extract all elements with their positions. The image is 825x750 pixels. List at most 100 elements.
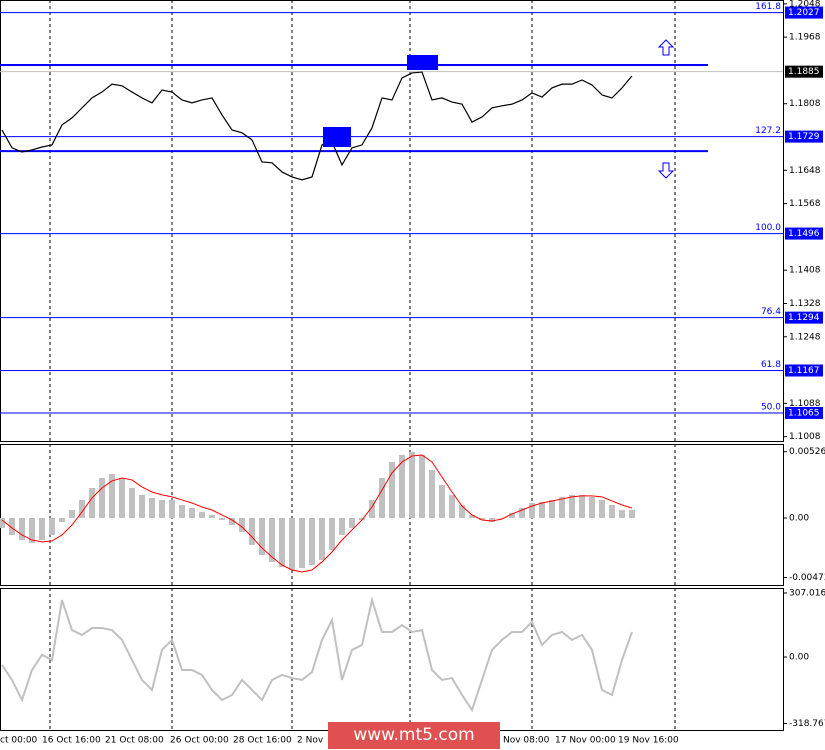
macd-bar	[59, 517, 65, 522]
macd-bar	[549, 499, 555, 518]
macd-bar	[589, 496, 595, 518]
macd-bar	[419, 454, 425, 518]
series-line	[1, 596, 633, 713]
x-tick-label: 2 Nov	[297, 736, 324, 746]
arrow-down	[657, 162, 675, 179]
x-tick-label: 21 Oct 08:00	[105, 736, 164, 746]
x-tick-label: 26 Oct 00:00	[170, 736, 229, 746]
macd-bar	[179, 504, 185, 518]
macd-bar	[169, 499, 175, 518]
price-panel	[0, 0, 784, 442]
macd-bar	[239, 517, 245, 532]
y-tick-label: -318.767	[789, 719, 825, 729]
level-price: 1.1729	[788, 132, 820, 142]
macd-bar	[439, 484, 445, 518]
macd-panel	[0, 444, 784, 586]
fib-level-label: 127.2	[755, 126, 781, 136]
macd-bar	[369, 499, 375, 518]
macd-bar	[229, 517, 235, 526]
y-tick-label: 0.00	[789, 513, 809, 523]
y-tick-label: 1.1088	[789, 399, 821, 409]
macd-bar	[139, 494, 145, 518]
level-price-box	[785, 311, 823, 324]
macd-bar	[279, 517, 285, 567]
macd-bar	[249, 517, 255, 545]
y-tick-label: 0.00	[789, 653, 809, 663]
macd-bar	[99, 478, 105, 518]
y-tick-label: 1.1568	[789, 199, 821, 209]
zone-box	[323, 127, 351, 147]
macd-bar	[569, 494, 575, 518]
macd-bar	[609, 504, 615, 518]
level-price: 1.1294	[788, 313, 820, 323]
macd-bar	[539, 501, 545, 518]
level-price: 1.2027	[788, 8, 820, 18]
macd-bar	[159, 499, 165, 518]
y-tick-label: 1.2048	[789, 0, 821, 9]
macd-bar	[119, 478, 125, 518]
macd-bar	[399, 454, 405, 518]
arrow-up	[657, 39, 675, 56]
macd-bar	[499, 517, 505, 519]
level-price-box	[785, 6, 823, 19]
macd-bar	[219, 517, 225, 520]
macd-bar	[319, 517, 325, 560]
x-tick-label: 17 Nov 00:00	[555, 736, 616, 746]
macd-bar	[389, 462, 395, 518]
macd-bar	[489, 517, 495, 522]
macd-bar	[289, 517, 295, 571]
x-tick-label: Nov 08:00	[503, 736, 550, 746]
signal-line	[1, 454, 633, 573]
y-tick-label: 0.00526	[789, 447, 825, 457]
macd-bar	[189, 508, 195, 518]
macd-bar	[519, 508, 525, 518]
macd-bar	[129, 487, 135, 518]
macd-bar	[429, 469, 435, 518]
macd-bar	[469, 514, 475, 518]
macd-bar	[109, 473, 115, 518]
y-tick-label: 1.1968	[789, 33, 821, 43]
macd-bar	[629, 510, 635, 518]
macd-bar	[89, 487, 95, 518]
macd-bar	[619, 510, 625, 518]
watermark-box	[328, 722, 500, 749]
y-tick-label: 1.1408	[789, 266, 821, 276]
watermark: www.mt5.com	[353, 725, 474, 745]
y-tick-label: 1.1328	[789, 299, 821, 309]
macd-bar	[459, 504, 465, 518]
y-tick-label: 1.1008	[789, 432, 821, 442]
macd-bar	[79, 499, 85, 518]
x-tick-label: ct 00:00	[0, 736, 38, 746]
macd-bar	[349, 517, 355, 528]
level-price: 1.1167	[788, 366, 820, 376]
macd-bar	[309, 517, 315, 565]
x-tick-label: 16 Oct 16:00	[42, 736, 101, 746]
series-line	[1, 71, 633, 181]
level-price-box	[785, 130, 823, 143]
x-tick-label: 28 Oct 16:00	[233, 736, 292, 746]
macd-bar	[0, 517, 5, 528]
macd-bar	[329, 517, 335, 550]
level-price: 1.1065	[788, 408, 820, 418]
macd-bar	[339, 517, 345, 535]
macd-bar	[409, 451, 415, 518]
macd-bar	[299, 517, 305, 568]
level-price-box	[785, 406, 823, 419]
y-tick-label: 1.1808	[789, 99, 821, 109]
macd-bar	[529, 502, 535, 518]
level-price: 1.1496	[788, 229, 820, 239]
macd-bar	[39, 517, 45, 541]
fib-level-label: 61.8	[761, 360, 781, 370]
macd-bar	[269, 517, 275, 562]
macd-bar	[149, 497, 155, 518]
time-grid	[49, 0, 676, 730]
level-price-box	[785, 227, 823, 240]
macd-bar	[579, 494, 585, 518]
level-price-box	[785, 364, 823, 377]
zone-box	[407, 55, 438, 70]
fib-level-label: 161.8	[755, 2, 781, 12]
macd-bar	[209, 514, 215, 518]
